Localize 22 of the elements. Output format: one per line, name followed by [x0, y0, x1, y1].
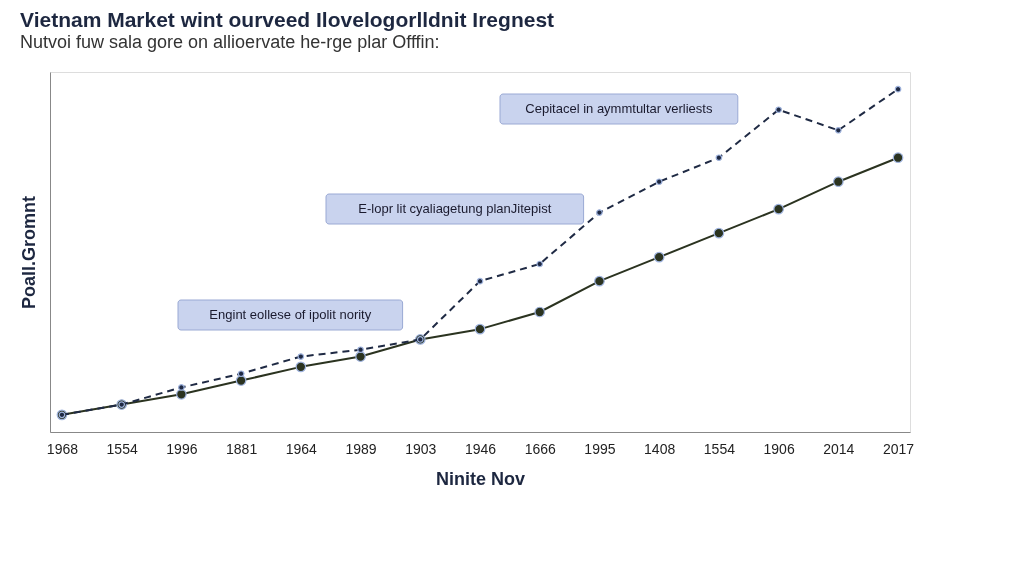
x-axis-title: Ninite Nov [435, 468, 526, 489]
chart-subtitle: Nutvoi fuw sala gore on allioervate he-rge plar Offfin: [20, 32, 440, 52]
x-tick-label: 2017 [882, 440, 915, 457]
x-tick-label: 1903 [405, 440, 437, 457]
x-tick-label: 1554 [703, 440, 736, 457]
chart-title: Vietnam Market wint ourveed Ilovelogorlldnit Iregnest [20, 8, 555, 31]
x-tick-label: 1408 [644, 440, 676, 457]
annotation: E-lopr lit cyaliagetung planJitepist [358, 201, 552, 216]
x-tick-label: 1554 [106, 440, 138, 457]
y-axis-title: Poall.Gromnt [18, 195, 39, 310]
x-tick-label: 2014 [823, 440, 855, 457]
annotation: Engint eollese of ipolit nority [209, 307, 372, 322]
x-tick-label: 1964 [285, 440, 318, 457]
x-tick-label: 1989 [345, 440, 377, 457]
x-tick-label: 1881 [226, 440, 258, 457]
annotation: Cepitacel in aymmtultar verliests [525, 101, 713, 116]
x-tick-label: 1906 [763, 440, 795, 457]
x-tick-label: 1666 [524, 440, 556, 457]
x-tick-label: 1946 [464, 440, 497, 457]
x-tick-label: 1968 [46, 440, 79, 457]
x-tick-label: 1996 [166, 440, 198, 457]
x-tick-label: 1995 [584, 440, 616, 457]
